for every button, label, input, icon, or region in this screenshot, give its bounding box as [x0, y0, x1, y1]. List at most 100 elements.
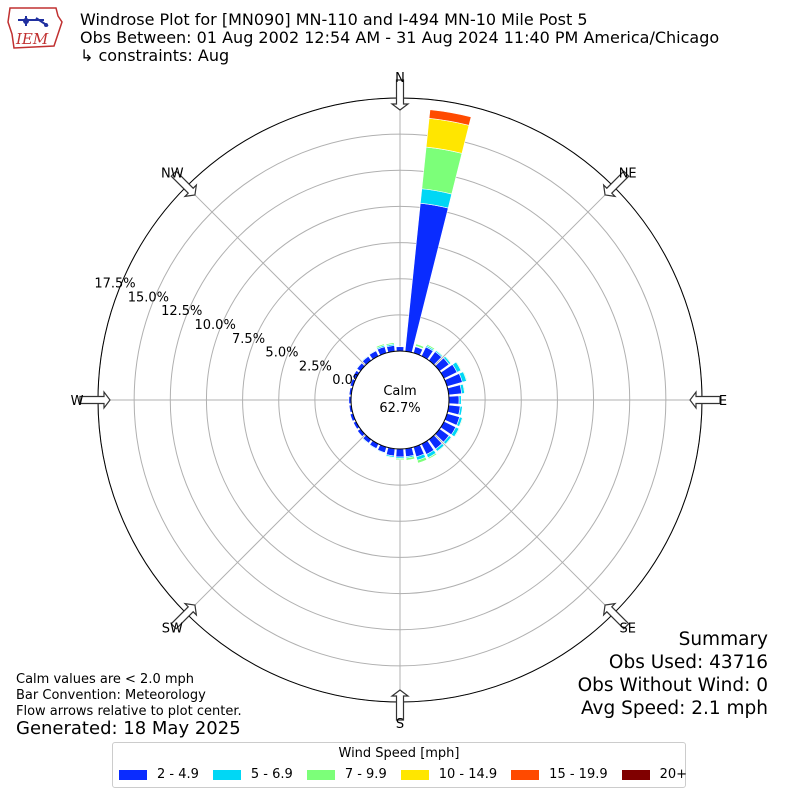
direction-arrow-shape — [390, 689, 410, 721]
windrose-bar — [416, 456, 428, 464]
direction-arrow-shape — [689, 390, 721, 410]
windrose-bar — [376, 449, 386, 454]
calm-circle — [350, 350, 450, 450]
chart-subtitle-constraints: ↳ constraints: Aug — [80, 46, 230, 65]
windrose-bar — [428, 109, 472, 126]
windrose-bar — [427, 452, 438, 460]
windrose-bar — [375, 343, 385, 349]
windrose-bar — [404, 202, 449, 353]
logo-text: IEM — [16, 30, 49, 48]
note-arrows: Flow arrows relative to plot center. — [16, 704, 242, 719]
radial-tick-label: 2.5% — [299, 359, 332, 374]
windrose-bar — [395, 457, 405, 461]
direction-arrow-shape — [602, 170, 630, 198]
windrose-bar — [458, 417, 464, 428]
windrose-bar — [462, 383, 466, 394]
direction-label: E — [719, 394, 727, 409]
iem-logo-icon — [7, 7, 63, 49]
legend-swatch — [212, 769, 241, 780]
grid-ring — [314, 314, 486, 486]
direction-arrow-icon — [170, 602, 198, 630]
windrose-bar — [448, 395, 460, 405]
direction-label: W — [71, 394, 84, 409]
radial-tick-label: 5.0% — [265, 346, 298, 361]
legend-item: 7 - 9.9 — [306, 767, 387, 782]
radial-tick-label: 17.5% — [94, 276, 135, 291]
iem-logo: IEM — [4, 4, 64, 52]
windrose-bar — [436, 445, 446, 453]
direction-arrow-shape — [170, 170, 198, 198]
legend-label: 2 - 4.9 — [157, 767, 199, 782]
windrose-bar — [368, 349, 377, 355]
radial-tick-label: 7.5% — [232, 332, 265, 347]
radial-tick-label: 12.5% — [161, 304, 202, 319]
radial-tick-label: 10.0% — [195, 318, 236, 333]
grid-ring — [169, 169, 631, 631]
direction-labels: N NE E SE S SW W NW — [71, 71, 728, 732]
direction-label: SE — [619, 622, 635, 637]
windrose-bar — [455, 361, 463, 371]
windrose-bar — [421, 146, 463, 195]
windrose-bar — [395, 346, 405, 352]
legend-swatch — [119, 769, 147, 780]
windrose-bar — [405, 456, 416, 461]
legend-item: 2 - 4.9 — [119, 767, 199, 782]
legend-items: 2 - 4.9 5 - 6.9 7 - 9.9 10 - 14.9 15 - 19.9 2… — [119, 767, 701, 782]
grid-spoke — [186, 186, 366, 366]
direction-arrow-icon — [390, 689, 410, 721]
grid-spoke — [434, 186, 614, 366]
legend-label: 7 - 9.9 — [344, 767, 387, 782]
legend: Wind Speed [mph] 2 - 4.9 5 - 6.9 7 - 9.9 10… — [112, 742, 687, 788]
summary-heading: Summary — [678, 629, 768, 650]
legend-swatch — [400, 769, 429, 780]
windrose-bar — [458, 395, 462, 405]
legend-item: 15 - 19.9 — [511, 767, 608, 782]
windrose-bar — [426, 343, 436, 351]
windrose-bar — [447, 384, 463, 396]
legend-title: Wind Speed [mph] — [338, 746, 460, 761]
windrose-bar — [368, 444, 377, 450]
legend-swatch — [621, 769, 650, 780]
direction-arrow-icon — [170, 170, 198, 198]
windrose-bar — [361, 437, 370, 445]
legend-item: 5 - 6.9 — [212, 767, 293, 782]
calm-value: 62.7% — [379, 401, 420, 416]
direction-label: N — [395, 71, 405, 86]
direction-arrow-icon — [390, 79, 410, 111]
windrose-bar — [355, 361, 363, 370]
direction-arrow-shape — [390, 79, 410, 111]
windrose-bar — [458, 405, 463, 416]
legend-label: 10 - 14.9 — [438, 767, 498, 782]
grid-spoke — [434, 434, 614, 614]
radial-tick-label: 15.0% — [128, 290, 169, 305]
windrose-bar — [447, 404, 461, 416]
summary-avg-speed: Avg Speed: 2.1 mph — [580, 698, 768, 719]
direction-arrow-icon — [689, 390, 721, 410]
windrose-bar — [462, 371, 468, 382]
direction-arrow-icon — [602, 602, 630, 630]
summary-box: Summary Obs Used: 43716 Obs Without Wind… — [578, 628, 768, 720]
windrose-bar — [435, 349, 444, 357]
grid-ring — [133, 133, 667, 667]
direction-arrow-shape — [170, 602, 198, 630]
direction-arrow-shape — [79, 390, 111, 410]
windrose-bar — [385, 455, 395, 459]
radial-tick-labels: 0.0%2.5%5.0%7.5%10.0%12.5%15.0%17.5% — [94, 276, 365, 388]
generated-date: Generated: 18 May 2025 — [16, 718, 241, 739]
legend-label: 5 - 6.9 — [250, 767, 293, 782]
direction-label: SW — [162, 622, 183, 637]
legend-item: 20+ — [621, 767, 687, 782]
windrose-bar — [385, 342, 395, 346]
grid-spoke — [186, 434, 366, 614]
direction-label: NE — [619, 166, 637, 181]
grid-ring — [278, 278, 522, 522]
note-calm: Calm values are < 2.0 mph — [16, 672, 195, 687]
legend-label: 15 - 19.9 — [549, 767, 608, 782]
legend-swatch — [306, 769, 335, 780]
direction-arrow-icon — [79, 390, 111, 410]
direction-arrow-shape — [602, 602, 630, 630]
windrose-bar — [444, 355, 452, 364]
direction-arrows — [79, 79, 721, 721]
chart-title: Windrose Plot for [MN090] MN-110 and I-4… — [80, 10, 588, 29]
direction-label: S — [396, 717, 404, 732]
